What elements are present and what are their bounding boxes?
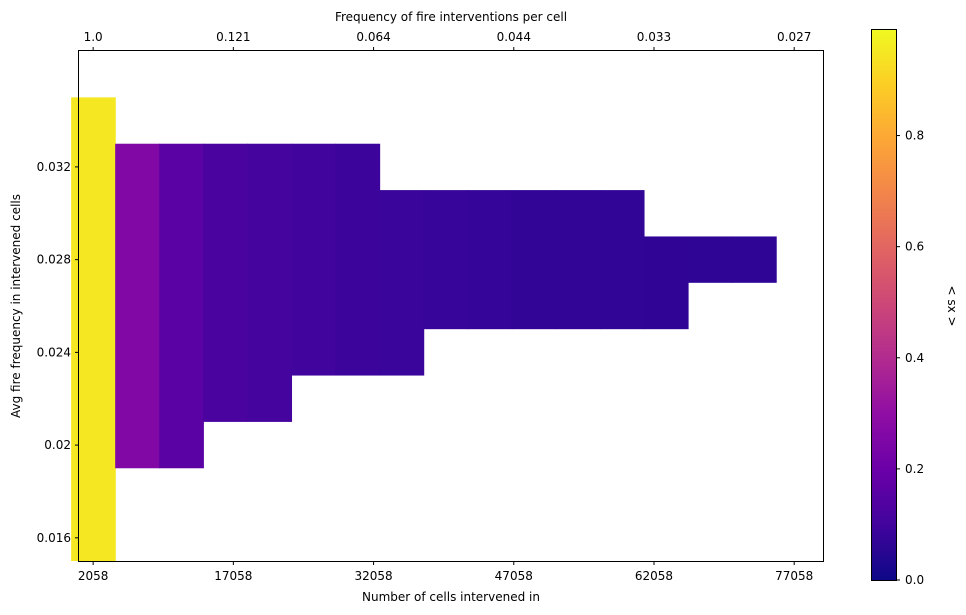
- top-x-tick-label: 0.033: [637, 30, 671, 44]
- colorbar-tick-label: 0.2: [905, 462, 924, 476]
- top-x-tick-label: 0.044: [497, 30, 531, 44]
- top-x-tick-label: 0.064: [356, 30, 390, 44]
- colorbar-label: < sx >: [945, 285, 959, 326]
- x-axis-label: Number of cells intervened in: [362, 590, 540, 604]
- heatmap-cell: [423, 190, 469, 330]
- x-tick-label: 77058: [775, 569, 813, 583]
- heatmap-cell: [291, 143, 337, 376]
- heatmap-cell: [555, 190, 601, 330]
- top-x-tick-label: 0.027: [777, 30, 811, 44]
- heatmap-cell: [687, 236, 733, 283]
- colorbar: [871, 29, 897, 581]
- heatmap-cell: [511, 190, 557, 330]
- colorbar-tick-label: 0.0: [905, 573, 924, 587]
- x-tick-label: 62058: [635, 569, 673, 583]
- x-tick-label: 2058: [78, 569, 109, 583]
- heatmap-cell: [335, 143, 381, 376]
- x-tick-label: 32058: [354, 569, 392, 583]
- plot-frame: [78, 50, 824, 562]
- top-x-tick-label: 1.0: [84, 30, 103, 44]
- heatmap-cells: [71, 97, 777, 561]
- colorbar-tick-label: 0.8: [905, 129, 924, 143]
- heatmap-cell: [467, 190, 513, 330]
- heatmap-cell: [115, 143, 160, 469]
- y-tick-label: 0.032: [37, 160, 71, 174]
- heatmap-cell: [203, 143, 248, 422]
- colorbar-axis: 0.0 0.2 0.4 0.6 0.8: [896, 129, 924, 587]
- heatmap-cell: [732, 236, 777, 283]
- heatmap-cell: [159, 143, 204, 469]
- colorbar-tick-label: 0.6: [905, 240, 924, 254]
- y-tick-label: 0.028: [37, 253, 71, 267]
- y-tick-label: 0.024: [37, 345, 71, 359]
- y-axis-label: Avg fire frequency in intervened cells: [9, 194, 23, 418]
- heatmap-cell: [379, 190, 425, 376]
- y-axis: 0.016 0.032 0.028 0.024 0.02: [37, 160, 79, 545]
- x-tick-label: 17058: [214, 569, 252, 583]
- top-x-tick-label: 0.121: [216, 30, 250, 44]
- top-x-axis-label: Frequency of fire interventions per cell: [335, 10, 567, 24]
- y-tick-label: 0.02: [44, 438, 71, 452]
- x-tick-label: 47058: [495, 569, 533, 583]
- colorbar-tick-label: 0.4: [905, 351, 924, 365]
- heatmap-cell: [599, 190, 645, 330]
- heatmap-cell: [247, 143, 293, 422]
- x-axis-bottom: 2058 17058 32058 47058 62058 77058: [78, 561, 813, 583]
- y-tick-label: 0.016: [37, 531, 71, 545]
- heatmap-cell: [643, 236, 689, 330]
- x-axis-top: 1.0 0.121 0.064 0.044 0.033 0.027: [84, 30, 811, 51]
